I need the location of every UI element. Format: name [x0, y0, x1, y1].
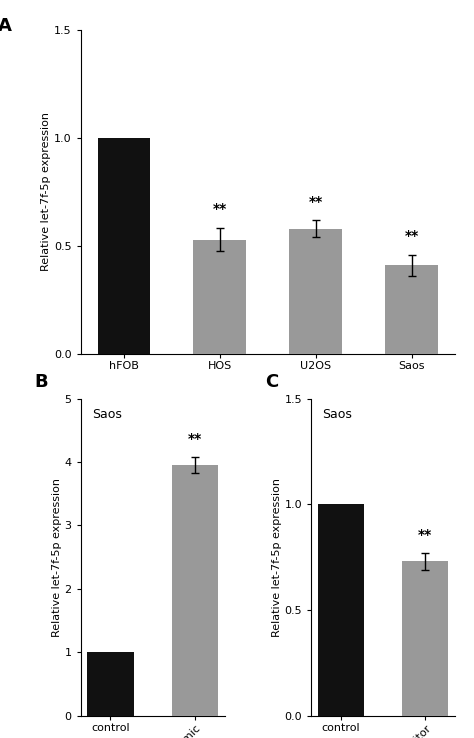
Text: A: A: [0, 16, 12, 35]
Text: **: **: [404, 230, 419, 244]
Text: C: C: [265, 373, 278, 391]
Bar: [385, 266, 438, 354]
Bar: [290, 229, 342, 354]
Bar: [172, 465, 218, 716]
Text: Saos: Saos: [92, 408, 122, 421]
Text: **: **: [309, 195, 323, 209]
Bar: [98, 138, 150, 354]
Bar: [318, 504, 364, 716]
Y-axis label: Relative let-7f-5p expression: Relative let-7f-5p expression: [41, 112, 51, 272]
Bar: [87, 652, 134, 716]
Text: **: **: [188, 432, 202, 446]
Text: Saos: Saos: [322, 408, 352, 421]
Y-axis label: Relative let-7f-5p expression: Relative let-7f-5p expression: [272, 477, 282, 637]
Text: **: **: [418, 528, 432, 542]
Y-axis label: Relative let-7f-5p expression: Relative let-7f-5p expression: [52, 477, 62, 637]
Text: **: **: [213, 202, 227, 216]
Text: B: B: [35, 373, 48, 391]
Bar: [402, 562, 448, 716]
Bar: [193, 240, 246, 354]
